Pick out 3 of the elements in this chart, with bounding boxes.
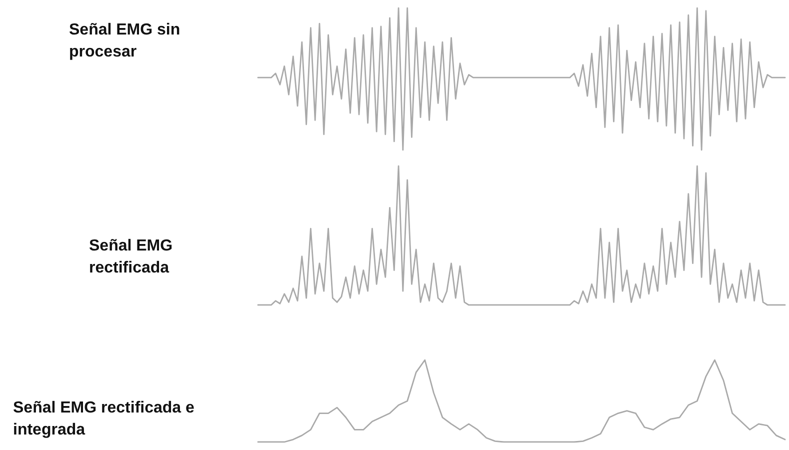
text: Señal EMG sin procesar bbox=[69, 22, 185, 60]
text: Señal EMG rectificada e integrada bbox=[13, 400, 199, 438]
text: Señal EMG rectificada bbox=[89, 238, 178, 276]
